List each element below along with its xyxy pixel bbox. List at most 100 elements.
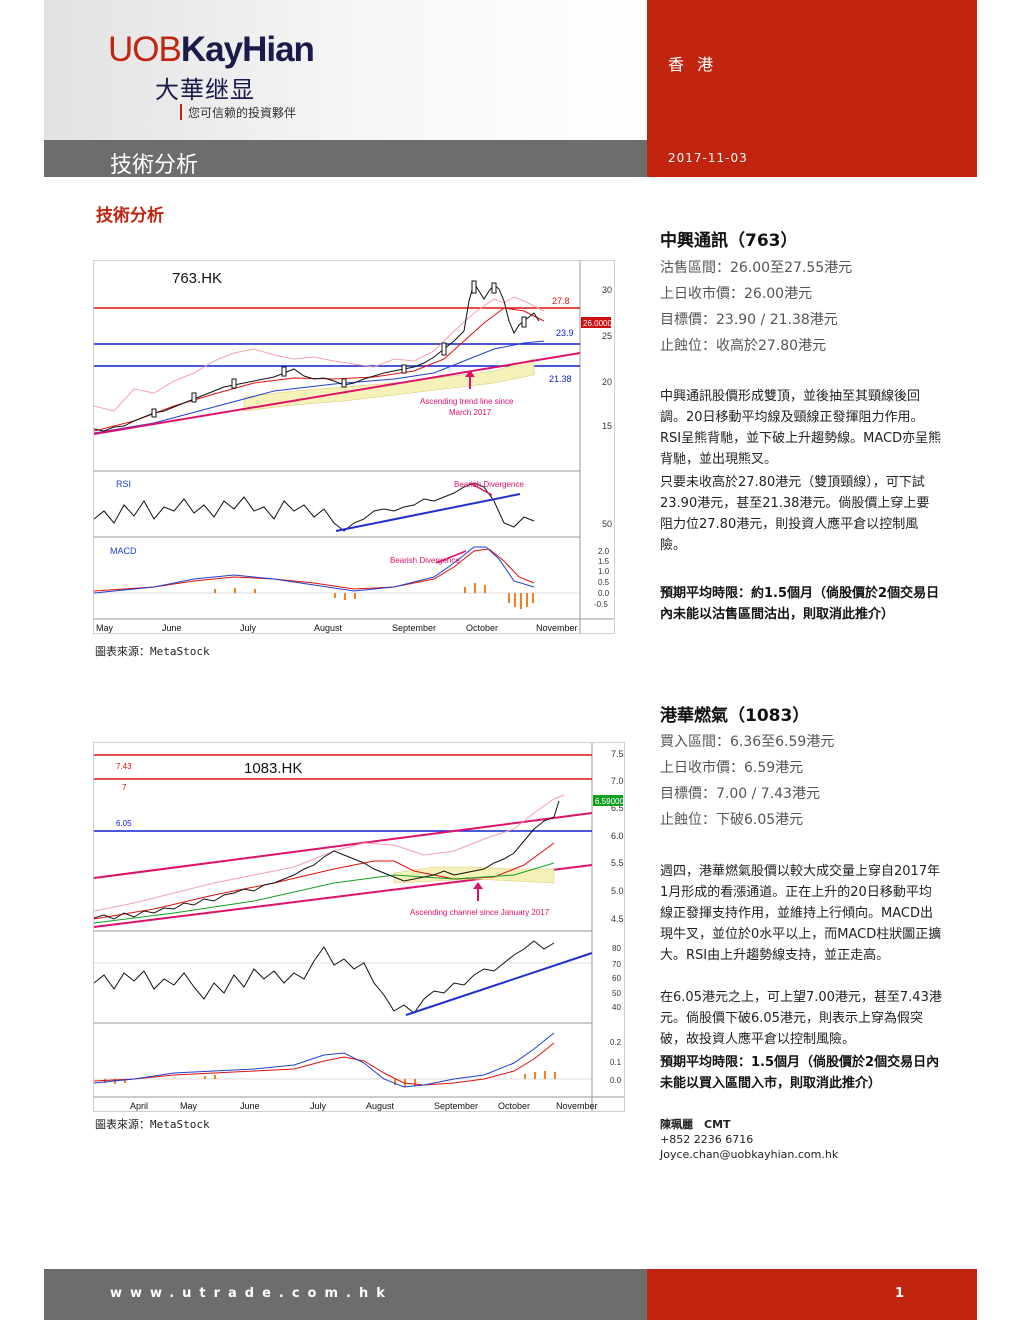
macd-label: MACD bbox=[110, 546, 137, 556]
chart-source-763: 圖表來源：MetaStock bbox=[95, 645, 210, 658]
ma-50 bbox=[93, 862, 555, 924]
annotation-trend-2: March 2017 bbox=[449, 408, 492, 417]
analysis-paragraph: 週四，港華燃氣股價以較大成交量上穿自2017年1月形成的看漲通道。正在上升的20… bbox=[660, 864, 942, 963]
rsi-tick: 50 bbox=[612, 989, 621, 998]
stop-loss: 止蝕位：下破6.05港元 bbox=[660, 812, 804, 828]
rsi-label: RSI bbox=[116, 479, 131, 489]
chart-source-1083: 圖表來源：MetaStock bbox=[95, 1118, 210, 1131]
footer-band bbox=[44, 1269, 647, 1320]
ma-20 bbox=[93, 842, 555, 920]
last-price-tag bbox=[593, 795, 623, 806]
y-tick: 6.5 bbox=[611, 803, 624, 813]
x-month: July bbox=[240, 623, 257, 633]
annotation-rsi-divergence: Bearish Divergence bbox=[454, 480, 524, 489]
macd-histogram bbox=[214, 583, 534, 609]
x-month: November bbox=[536, 623, 578, 633]
y-tick: 7.5 bbox=[611, 749, 624, 759]
target-price: 目標價：7.00 / 7.43港元 bbox=[660, 786, 820, 802]
macd-signal bbox=[93, 1042, 555, 1086]
y-tick: 4.5 bbox=[611, 914, 624, 924]
macd-tick: 0.1 bbox=[610, 1058, 622, 1067]
ma-50 bbox=[93, 340, 545, 434]
logo-chinese-name: 大華继显 bbox=[155, 76, 255, 104]
macd-line bbox=[93, 1032, 555, 1088]
macd-tick: 0.0 bbox=[598, 589, 610, 598]
x-month: June bbox=[162, 623, 182, 633]
report-type-title: 技術分析 bbox=[110, 153, 199, 178]
page-number: 1 bbox=[895, 1286, 905, 1301]
prev-close: 上日收市價：26.00港元 bbox=[660, 286, 813, 302]
macd-tick: 0.2 bbox=[610, 1038, 622, 1047]
chart-763-svg: 763.HK 30 25 20 15 27.8 23.9 21.38 26.00… bbox=[93, 261, 614, 633]
y-tick: 5.0 bbox=[611, 886, 624, 896]
analyst-phone: +852 2236 6716 bbox=[660, 1133, 754, 1146]
chart-763-hk: 763.HK 30 25 20 15 27.8 23.9 21.38 26.00… bbox=[93, 260, 615, 634]
cloud-area bbox=[393, 866, 555, 884]
y-tick: 5.5 bbox=[611, 858, 624, 868]
footer-url[interactable]: www.utrade.com.hk bbox=[110, 1286, 393, 1301]
y-tick: 30 bbox=[602, 285, 612, 295]
rsi-tick: 70 bbox=[612, 960, 621, 969]
channel-upper bbox=[93, 812, 593, 879]
macd-tick: 0.5 bbox=[598, 578, 610, 587]
chart-1083-hk: 1083.HK 7.5 7.0 6.5 6.0 5.5 5.0 4.5 7.43… bbox=[93, 742, 625, 1112]
analysis-paragraph: 中興通訊股價形成雙頂，並後抽至其頸線後回調。20日移動平均線及頸線正發揮阻力作用… bbox=[660, 389, 942, 467]
level-label: 23.9 bbox=[556, 328, 574, 338]
annotation-channel: Ascending channel since January 2017 bbox=[410, 908, 550, 917]
trend-line bbox=[93, 352, 581, 435]
x-month: September bbox=[434, 1101, 478, 1111]
annotation-trend: Ascending trend line since bbox=[420, 397, 514, 406]
x-month: October bbox=[498, 1101, 530, 1111]
x-month: June bbox=[240, 1101, 260, 1111]
level-label: 6.05 bbox=[116, 819, 132, 828]
level-label: 27.8 bbox=[552, 296, 570, 306]
x-month: May bbox=[96, 623, 114, 633]
analyst-contact: 陳珮麗 CMT +852 2236 6716 Joyce.chan@uobkay… bbox=[660, 1117, 838, 1162]
chart-ticker: 763.HK bbox=[172, 270, 222, 287]
y-tick: 6.0 bbox=[611, 831, 624, 841]
stock-kv-list: 買入區間：6.36至6.59港元 上日收市價：6.59港元 目標價：7.00 /… bbox=[660, 729, 834, 833]
macd-line bbox=[93, 546, 535, 594]
rsi-line bbox=[93, 482, 535, 532]
chart-ticker: 1083.HK bbox=[244, 760, 302, 777]
chart-1083-svg: 1083.HK 7.5 7.0 6.5 6.0 5.5 5.0 4.5 7.43… bbox=[93, 743, 624, 1111]
stop-loss: 止蝕位：收高於27.80港元 bbox=[660, 338, 827, 354]
rsi-trendline bbox=[335, 493, 521, 532]
channel-arrow-head bbox=[473, 882, 483, 889]
macd-tick: 1.0 bbox=[598, 567, 610, 576]
header-band bbox=[44, 0, 647, 140]
y-tick: 7.0 bbox=[611, 776, 624, 786]
stock-title: 中興通訊（763） bbox=[660, 231, 798, 251]
upper-band bbox=[93, 794, 565, 912]
logo-text-kayhian: KayHian bbox=[180, 30, 315, 69]
holding-period: 預期平均時限：1.5個月（倘股價於2個交易日內未能以買入區間入市，則取消此推介） bbox=[660, 1055, 940, 1091]
macd-tick: -0.5 bbox=[594, 600, 608, 609]
divergence-line bbox=[469, 482, 493, 496]
trend-arrow-head bbox=[465, 370, 475, 377]
macd-tick: 1.5 bbox=[598, 557, 610, 566]
x-month: April bbox=[130, 1101, 148, 1111]
price-candles bbox=[93, 800, 560, 920]
macd-tick: 2.0 bbox=[598, 547, 610, 556]
section-title: 技術分析 bbox=[96, 206, 164, 226]
y-tick: 20 bbox=[602, 377, 612, 387]
analysis-paragraph: 在6.05港元之上，可上望7.00港元，甚至7.43港元。倘股價下破6.05港元… bbox=[660, 990, 942, 1047]
tagline-divider bbox=[180, 104, 182, 120]
rsi-tick: 50 bbox=[602, 519, 612, 529]
y-tick: 25 bbox=[602, 331, 612, 341]
tagline: 您可信赖的投資夥伴 bbox=[188, 106, 297, 120]
level-label: 21.38 bbox=[549, 374, 572, 384]
upper-band bbox=[93, 296, 545, 412]
analyst-email[interactable]: Joyce.chan@uobkayhian.com.hk bbox=[660, 1148, 839, 1161]
x-month: July bbox=[310, 1101, 327, 1111]
rsi-tick: 60 bbox=[612, 974, 621, 983]
x-month: May bbox=[180, 1101, 198, 1111]
last-price-tag bbox=[581, 317, 611, 328]
analyst-name: 陳珮麗 CMT bbox=[660, 1118, 731, 1131]
company-logo: UOBKayHian bbox=[108, 30, 315, 70]
rsi-tick: 40 bbox=[612, 1003, 621, 1012]
holding-period: 預期平均時限：約1.5個月（倘股價於2個交易日內未能以沽售區間沽出，則取消此推介… bbox=[660, 586, 940, 622]
header-red-panel bbox=[647, 0, 977, 177]
logo-text-uob: UOB bbox=[108, 30, 182, 69]
x-month: November bbox=[556, 1101, 598, 1111]
